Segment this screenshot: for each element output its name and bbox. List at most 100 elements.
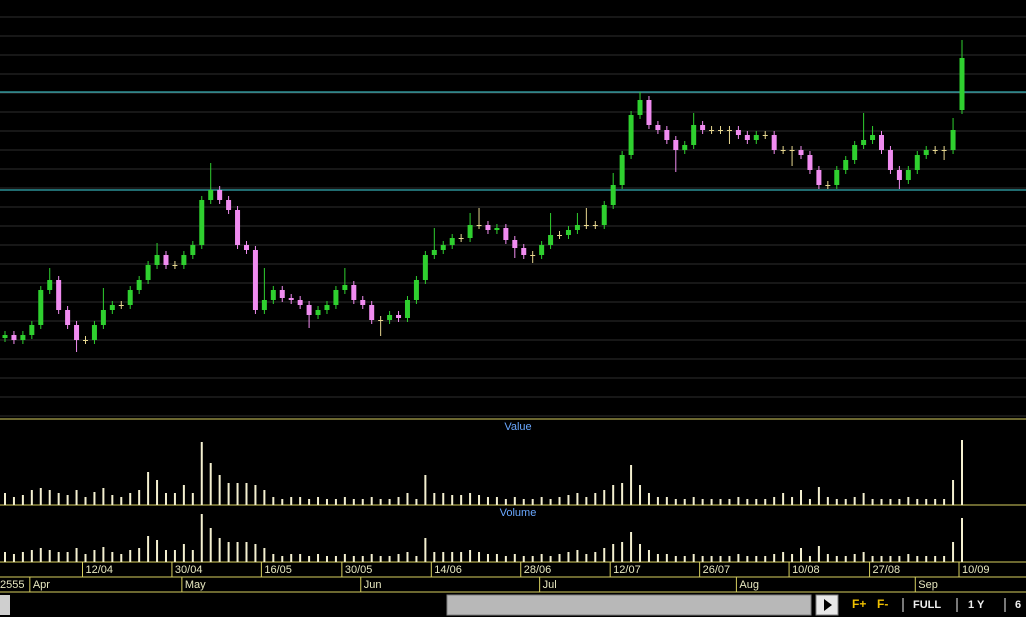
volume-bar [281, 499, 284, 505]
toolbar-button[interactable]: F- [877, 597, 888, 611]
volume-bar [156, 540, 159, 562]
candle-body [252, 250, 258, 310]
candle-body [38, 290, 44, 325]
volume-bar [75, 548, 78, 562]
volume-bar [916, 499, 919, 505]
volume-bar [138, 490, 141, 505]
volume-bar [782, 552, 785, 562]
x-tick-label: 27/08 [873, 564, 901, 576]
scrollbar-track[interactable] [446, 594, 812, 616]
volume-bar [871, 556, 874, 562]
volume-bar [934, 556, 937, 562]
volume-bar [433, 493, 436, 505]
month-label: Sep [918, 579, 938, 591]
volume-bar [182, 544, 185, 562]
volume-bar [674, 499, 677, 505]
volume-bar [325, 499, 328, 505]
candle-body [333, 290, 339, 305]
candle-body [494, 228, 500, 230]
candle-body [315, 310, 321, 315]
volume-bar [746, 556, 749, 562]
toolbar-button[interactable]: FULL [913, 599, 941, 611]
x-tick-label: 16/05 [264, 564, 292, 576]
month-label: Apr [33, 579, 50, 591]
volume-bar [200, 442, 203, 505]
volume-bar [227, 542, 230, 562]
candle-body [190, 245, 196, 255]
panel-title: Value [504, 421, 531, 433]
volume-bar [835, 499, 838, 505]
volume-bar [504, 556, 507, 562]
volume-bar [218, 475, 221, 505]
volume-bar [594, 552, 597, 562]
toolbar-button[interactable]: 6 [1015, 599, 1021, 611]
volume-bar [48, 490, 51, 505]
candle-body [628, 115, 634, 155]
volume-bar [451, 495, 454, 505]
volume-bar [871, 499, 874, 505]
volume-bar [361, 499, 364, 505]
volume-bar [585, 554, 588, 562]
volume-bar [451, 552, 454, 562]
volume-bar [495, 554, 498, 562]
volume-bar [308, 499, 311, 505]
candle-body [664, 130, 670, 140]
volume-bar [397, 497, 400, 505]
volume-bar [325, 556, 328, 562]
volume-bar [191, 550, 194, 562]
volume-bar [800, 490, 803, 505]
volume-bar [39, 548, 42, 562]
volume-bar [334, 556, 337, 562]
volume-bar [773, 554, 776, 562]
volume-bar [12, 497, 15, 505]
volume-bar [817, 546, 820, 562]
candle-body [896, 170, 902, 180]
volume-bar [665, 497, 668, 505]
volume-bar [379, 499, 382, 505]
volume-bar [612, 485, 615, 505]
candle-body [413, 280, 419, 300]
volume-bar [737, 554, 740, 562]
candle-body [449, 238, 455, 245]
candle-body [431, 250, 437, 255]
volume-bar [102, 547, 105, 562]
toolbar-button[interactable]: F+ [852, 597, 866, 611]
candle-body [870, 135, 876, 140]
candle-body [29, 325, 35, 335]
volume-bar [397, 554, 400, 562]
volume-bar [513, 497, 516, 505]
volume-bar [57, 552, 60, 562]
volume-bar [111, 495, 114, 505]
candle-body [557, 235, 563, 236]
candle-body [905, 170, 911, 180]
volume-bar [209, 528, 212, 562]
candle-body [914, 155, 920, 170]
candle-body [601, 205, 607, 225]
toolbar-button[interactable]: 1 Y [968, 599, 985, 611]
volume-bar [594, 493, 597, 505]
volume-bar [66, 495, 69, 505]
candle-body [74, 325, 80, 340]
candle-body [163, 255, 169, 265]
volume-bar [621, 483, 624, 505]
volume-bar [48, 550, 51, 562]
volume-bar [907, 554, 910, 562]
candle-body [941, 150, 947, 151]
candle-body [798, 150, 804, 155]
candle-body [950, 130, 956, 150]
month-label: Jul [543, 579, 557, 591]
candle-body [342, 285, 348, 290]
candle-body [780, 150, 786, 151]
candle-body [879, 135, 885, 150]
volume-bar [290, 554, 293, 562]
volume-bar [835, 556, 838, 562]
volume-bar [907, 497, 910, 505]
candle-body [360, 300, 366, 305]
volume-bar [263, 490, 266, 505]
candle-body [11, 335, 17, 340]
volume-bar [442, 552, 445, 562]
volume-bar [39, 488, 42, 505]
volume-bar [880, 499, 883, 505]
candle-body [181, 255, 187, 265]
